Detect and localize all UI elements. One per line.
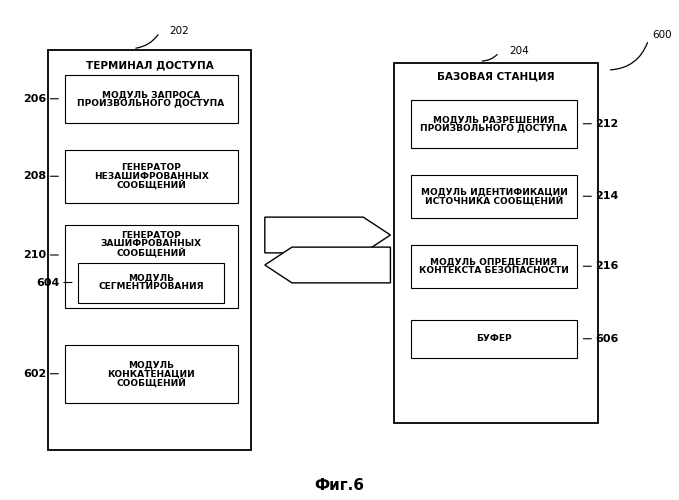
Text: КОНКАТЕНАЦИИ: КОНКАТЕНАЦИИ	[107, 369, 195, 378]
Bar	[411, 245, 577, 288]
Text: СООБЩЕНИЙ: СООБЩЕНИЙ	[116, 248, 186, 257]
Text: 210: 210	[23, 250, 46, 260]
Text: 206: 206	[23, 94, 46, 104]
Text: Фиг.6: Фиг.6	[314, 478, 365, 492]
Text: 214: 214	[595, 192, 619, 202]
Bar	[394, 62, 598, 422]
Bar	[65, 75, 238, 122]
Bar	[411, 320, 577, 358]
Text: МОДУЛЬ ЗАПРОСА: МОДУЛЬ ЗАПРОСА	[102, 90, 200, 99]
Text: КОНТЕКСТА БЕЗОПАСНОСТИ: КОНТЕКСТА БЕЗОПАСНОСТИ	[419, 266, 569, 275]
Bar	[65, 225, 238, 308]
Text: СООБЩЕНИЙ: СООБЩЕНИЙ	[116, 180, 186, 190]
Polygon shape	[265, 217, 390, 253]
Text: 208: 208	[23, 171, 46, 181]
Bar	[411, 100, 577, 148]
Text: 606: 606	[595, 334, 619, 344]
Text: 204: 204	[509, 46, 529, 56]
Bar	[65, 345, 238, 403]
Text: 212: 212	[595, 118, 619, 128]
Text: ИСТОЧНИКА СООБЩЕНИЙ: ИСТОЧНИКА СООБЩЕНИЙ	[425, 196, 563, 205]
Polygon shape	[265, 247, 390, 283]
Bar	[65, 150, 238, 203]
Text: ГЕНЕРАТОР: ГЕНЕРАТОР	[121, 163, 181, 172]
Bar	[411, 175, 577, 218]
Text: 604: 604	[37, 278, 60, 287]
Text: БУФЕР: БУФЕР	[476, 334, 512, 344]
Text: 216: 216	[595, 261, 619, 271]
Text: МОДУЛЬ ИДЕНТИФИКАЦИИ: МОДУЛЬ ИДЕНТИФИКАЦИИ	[420, 188, 568, 196]
Text: СООБЩЕНИЙ: СООБЩЕНИЙ	[116, 378, 186, 387]
Text: МОДУЛЬ: МОДУЛЬ	[128, 361, 174, 370]
Text: ТЕРМИНАЛ ДОСТУПА: ТЕРМИНАЛ ДОСТУПА	[86, 60, 213, 70]
Bar	[78, 262, 224, 302]
Text: ПРОИЗВОЛЬНОГО ДОСТУПА: ПРОИЗВОЛЬНОГО ДОСТУПА	[77, 98, 225, 108]
Text: СЕГМЕНТИРОВАНИЯ: СЕГМЕНТИРОВАНИЯ	[98, 282, 204, 291]
Text: МОДУЛЬ ОПРЕДЕЛЕНИЯ: МОДУЛЬ ОПРЕДЕЛЕНИЯ	[430, 258, 557, 266]
Text: БАЗОВАЯ СТАНЦИЯ: БАЗОВАЯ СТАНЦИЯ	[437, 72, 555, 82]
Text: 602: 602	[23, 369, 46, 379]
Text: 600: 600	[652, 30, 672, 40]
Text: 202: 202	[170, 26, 189, 36]
Text: ГЕНЕРАТОР: ГЕНЕРАТОР	[121, 230, 181, 239]
Text: МОДУЛЬ: МОДУЛЬ	[128, 274, 174, 283]
Text: ЗАШИФРОВАННЫХ: ЗАШИФРОВАННЫХ	[100, 239, 202, 248]
Text: НЕЗАШИФРОВАННЫХ: НЕЗАШИФРОВАННЫХ	[94, 172, 208, 180]
Bar	[48, 50, 251, 450]
Text: МОДУЛЬ РАЗРЕШЕНИЯ: МОДУЛЬ РАЗРЕШЕНИЯ	[433, 115, 555, 124]
Text: ПРОИЗВОЛЬНОГО ДОСТУПА: ПРОИЗВОЛЬНОГО ДОСТУПА	[420, 124, 568, 132]
